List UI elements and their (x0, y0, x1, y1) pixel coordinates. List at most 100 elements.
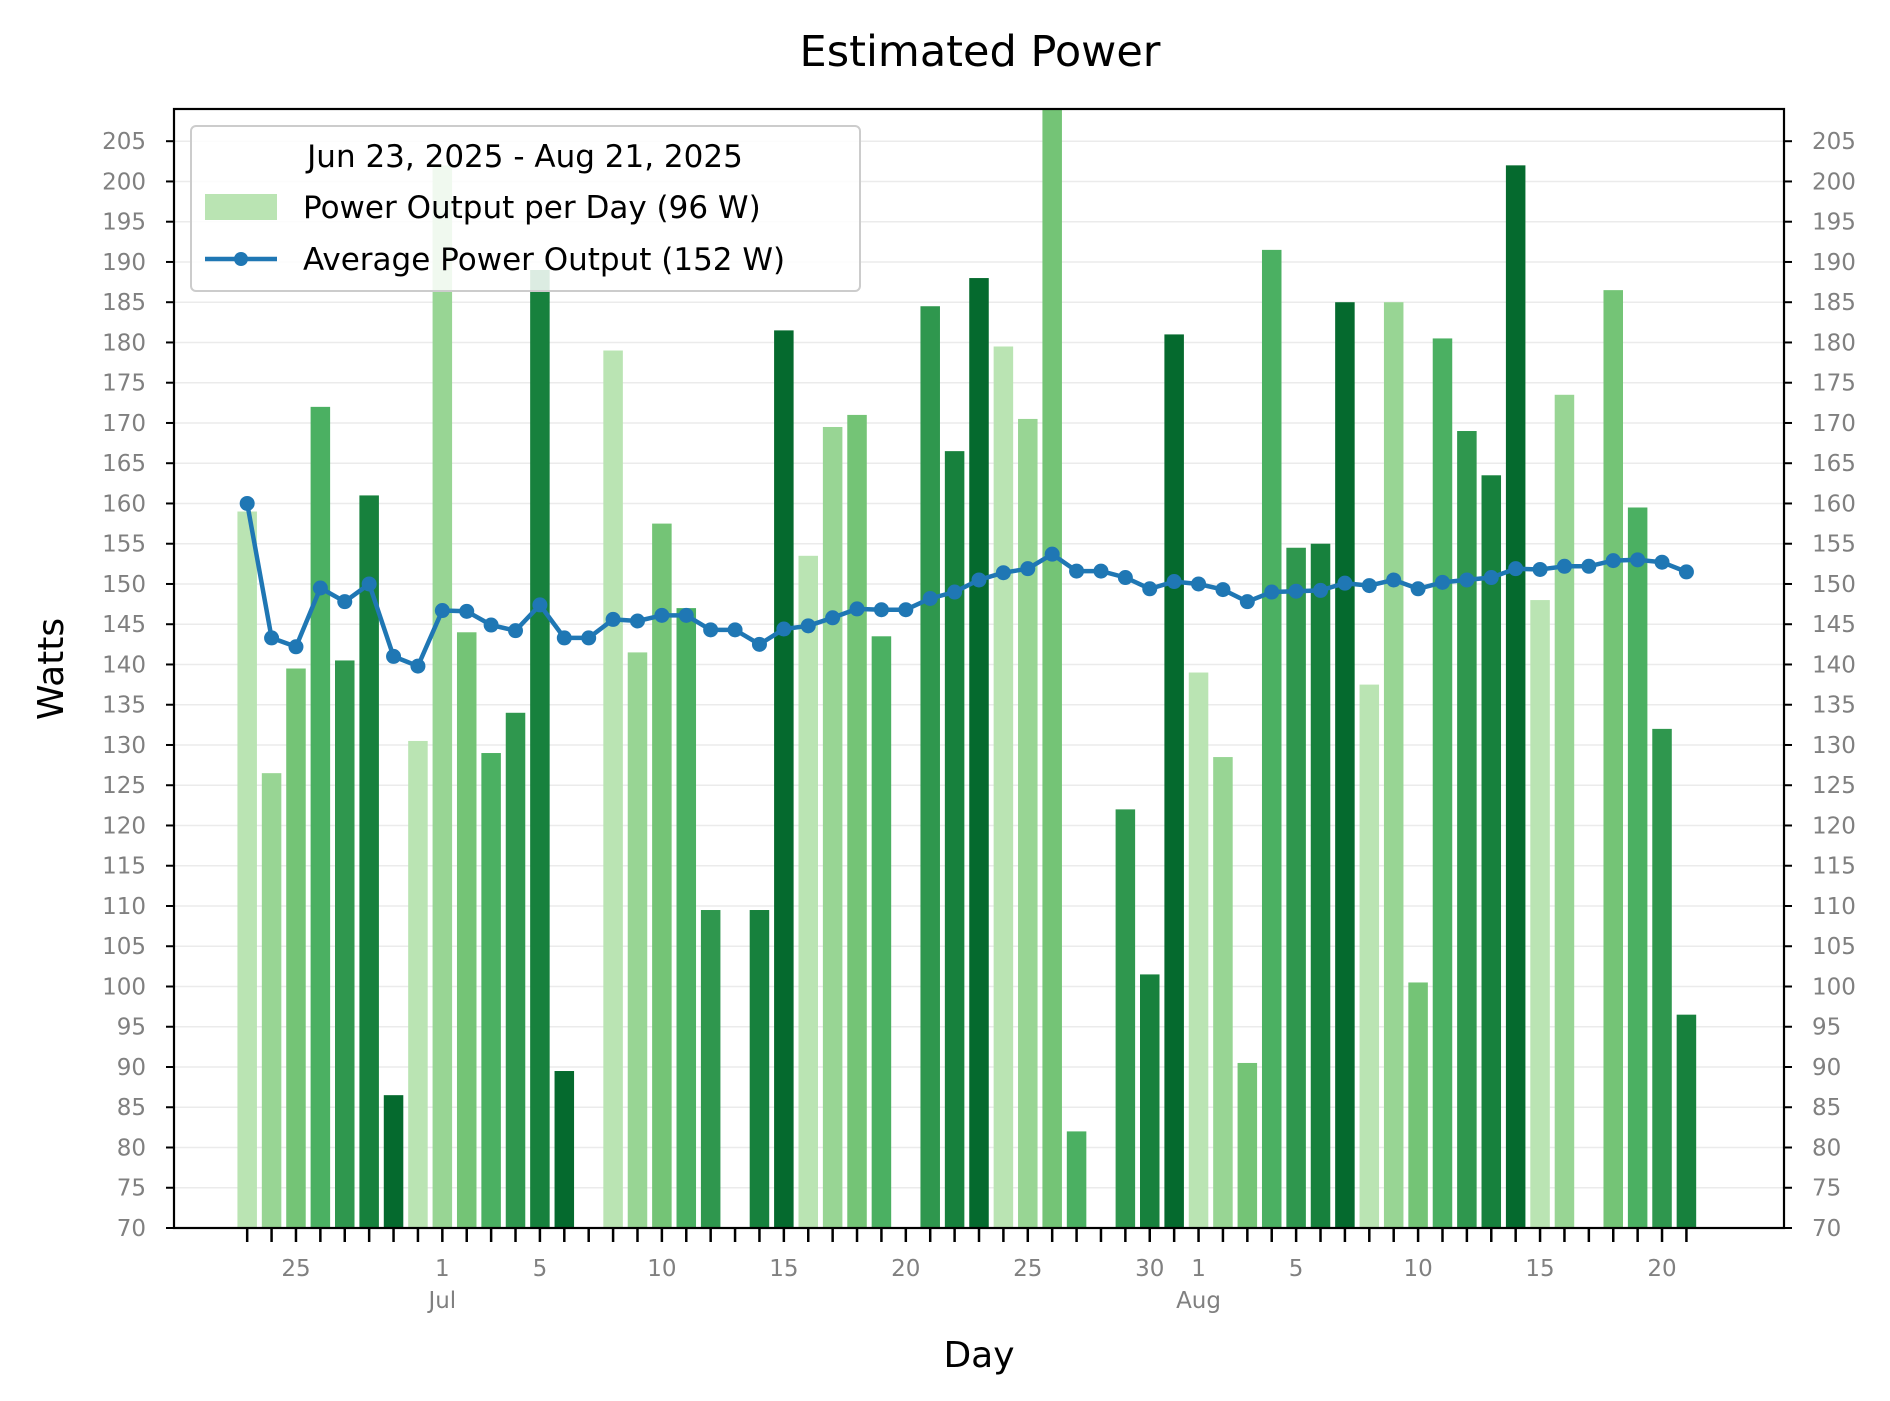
x-tick-label: 5 (1289, 1256, 1304, 1282)
y-tick-label-left: 165 (102, 451, 146, 477)
line-point (410, 658, 426, 674)
line-point (629, 613, 645, 629)
y-tick-label-right: 135 (1812, 693, 1856, 719)
y-tick-label-right: 140 (1812, 652, 1856, 678)
x-tick-label: 15 (1525, 1256, 1554, 1282)
y-tick-label-left: 135 (102, 693, 146, 719)
bar (1164, 334, 1184, 1229)
y-tick-label-left: 100 (102, 974, 146, 1000)
line-point (532, 597, 548, 613)
bar (847, 414, 867, 1228)
bar (1457, 431, 1477, 1228)
line-point (995, 565, 1011, 581)
legend-box (190, 125, 861, 292)
y-tick-label-left: 185 (102, 290, 146, 316)
line-point (1239, 594, 1255, 610)
line-point (1288, 583, 1304, 599)
y-axis-right: 70 75 80 85 90 95 100 105 110 115 120 125 130 135 140 1… (1784, 129, 1856, 1242)
bar (359, 495, 379, 1229)
line-point (1361, 578, 1377, 594)
y-tick-label-right: 115 (1812, 854, 1856, 880)
bar (1432, 338, 1453, 1228)
y-tick-label-left: 190 (102, 250, 146, 276)
bar (700, 910, 721, 1228)
line-point (556, 630, 572, 646)
legend: Jun 23, 2025 - Aug 21, 2025 Power Output… (190, 125, 861, 292)
y-tick-label-right: 150 (1812, 572, 1856, 598)
y-tick-label-right: 180 (1812, 330, 1856, 356)
y-tick-label-left: 70 (117, 1216, 146, 1242)
chart-title: Estimated Power (800, 27, 1161, 77)
bar (993, 346, 1014, 1229)
line-point (1386, 572, 1402, 588)
y-tick-label-right: 205 (1812, 129, 1856, 155)
line-point (898, 602, 914, 618)
bar-series (237, 109, 1697, 1229)
line-point (1630, 552, 1646, 568)
bar (1676, 1014, 1697, 1228)
line-point (264, 630, 280, 646)
x-month-label: Aug (1176, 1288, 1221, 1314)
y-tick-label-left: 75 (117, 1176, 146, 1202)
bar (237, 511, 257, 1229)
bar (310, 406, 331, 1229)
legend-line-marker (234, 252, 248, 266)
y-tick-label-right: 70 (1812, 1216, 1841, 1242)
x-axis: 25 1 Jul 5 10 15 20 25 30 1 Aug 5 10 15 20 (245, 1228, 1688, 1314)
line-point (483, 617, 499, 633)
y-tick-label-left: 200 (102, 169, 146, 195)
y-tick-label-right: 105 (1812, 934, 1856, 960)
x-month-label: Jul (426, 1288, 456, 1314)
y-tick-label-left: 80 (117, 1135, 146, 1161)
x-tick-label: 1 (435, 1256, 450, 1282)
y-tick-label-left: 195 (102, 210, 146, 236)
line-point (1581, 558, 1597, 574)
y-axis-left: 70 75 80 85 90 95 100 105 110 115 120 125 130 135 140 1… (102, 129, 174, 1242)
y-tick-label-left: 120 (102, 813, 146, 839)
line-point (459, 603, 475, 619)
line-point (1459, 572, 1475, 588)
bar (822, 426, 843, 1228)
bar (798, 555, 818, 1228)
bar (554, 1071, 575, 1228)
y-tick-label-right: 160 (1812, 491, 1856, 517)
y-tick-label-right: 95 (1812, 1015, 1841, 1041)
x-tick-label: 20 (1647, 1256, 1676, 1282)
legend-entry-bars: Power Output per Day (96 W) (303, 190, 761, 226)
line-point (1191, 576, 1207, 592)
y-tick-label-right: 200 (1812, 169, 1856, 195)
y-axis-title: Watts (31, 618, 72, 720)
y-tick-label-right: 190 (1812, 250, 1856, 276)
x-tick-label: 30 (1135, 1256, 1164, 1282)
y-tick-label-right: 100 (1812, 974, 1856, 1000)
bar (1652, 728, 1672, 1228)
bar (261, 773, 282, 1228)
bar (408, 740, 428, 1228)
line-point (1069, 563, 1085, 579)
bar (627, 652, 648, 1228)
bar (944, 451, 965, 1229)
bar (1237, 1062, 1258, 1228)
y-tick-label-right: 90 (1812, 1055, 1841, 1081)
bar (1627, 507, 1648, 1228)
y-tick-label-left: 140 (102, 652, 146, 678)
line-point (361, 576, 377, 592)
bar (1603, 290, 1623, 1229)
bar (652, 523, 672, 1228)
bar (481, 753, 501, 1228)
y-tick-label-right: 195 (1812, 210, 1856, 236)
y-tick-label-left: 95 (117, 1015, 146, 1041)
bar (969, 278, 989, 1228)
bar (1115, 809, 1136, 1228)
y-tick-label-right: 110 (1812, 894, 1856, 920)
line-point (776, 621, 792, 637)
y-tick-label-left: 110 (102, 894, 146, 920)
line-point (581, 630, 597, 646)
line-point (727, 622, 743, 638)
bar (1530, 600, 1550, 1228)
x-tick-label: 20 (891, 1256, 920, 1282)
legend-bar-swatch (205, 194, 277, 220)
y-tick-label-left: 170 (102, 411, 146, 437)
